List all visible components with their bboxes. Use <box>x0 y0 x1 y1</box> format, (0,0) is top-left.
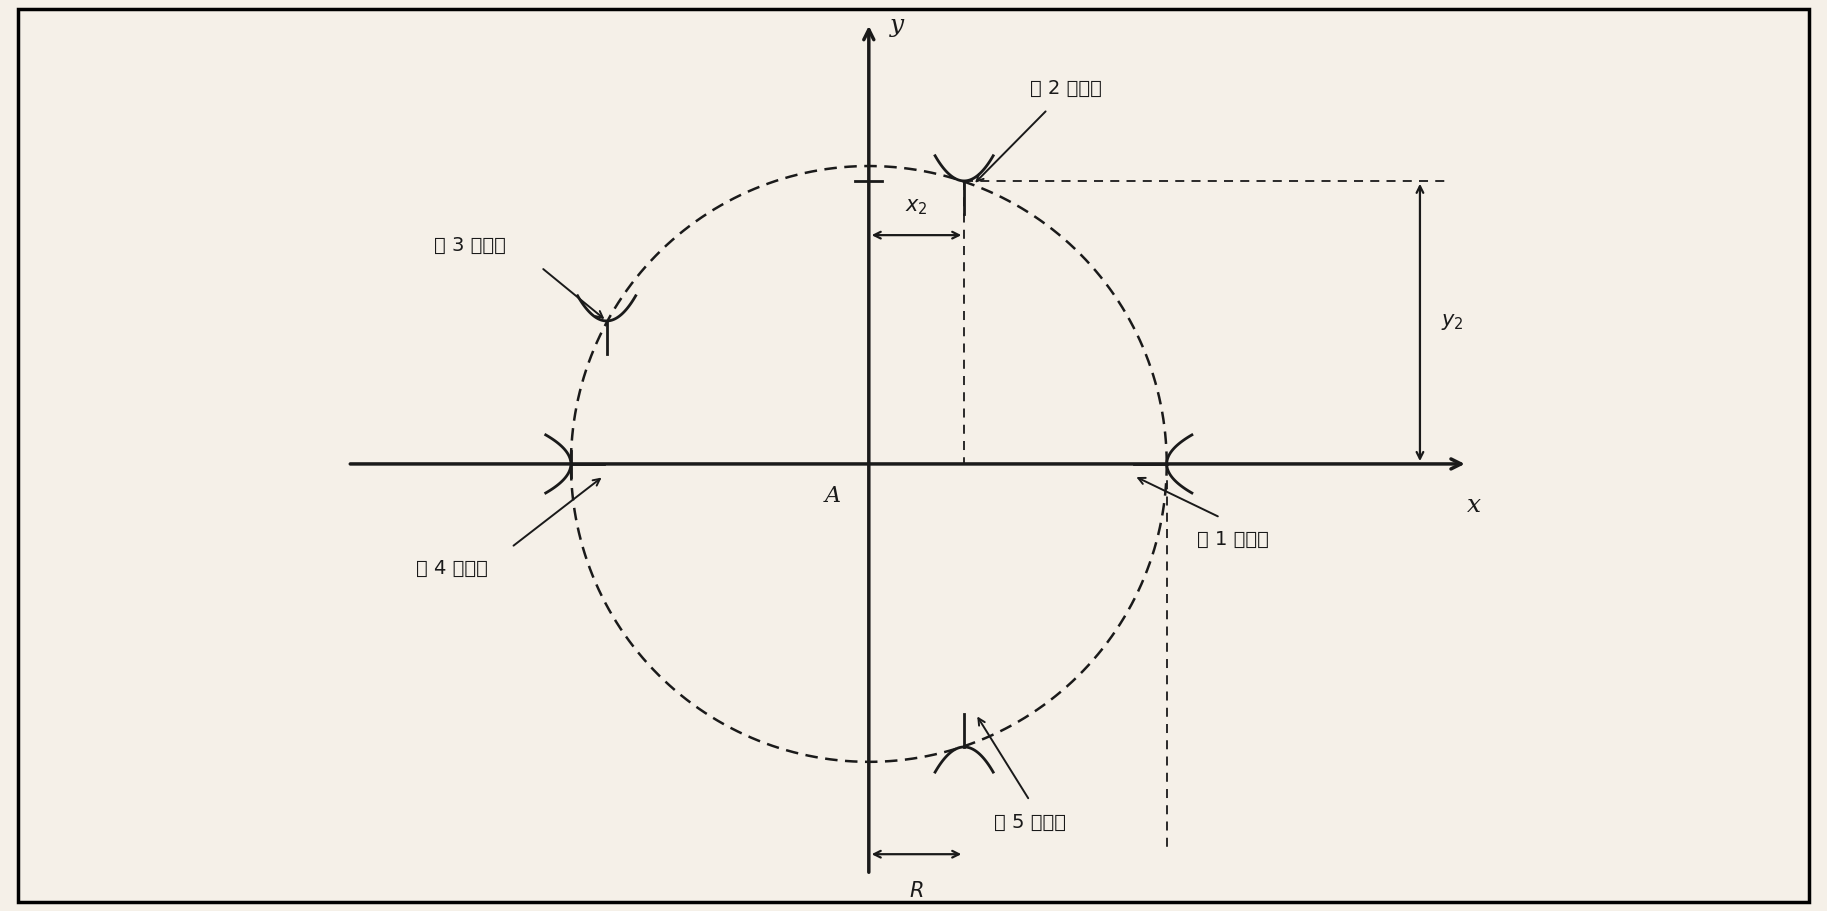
Text: 第 4 传感器: 第 4 传感器 <box>417 559 488 578</box>
Text: y: y <box>890 14 904 37</box>
Text: 第 2 传感器: 第 2 传感器 <box>1030 78 1102 97</box>
Text: 第 3 传感器: 第 3 传感器 <box>433 236 506 255</box>
Text: 第 1 传感器: 第 1 传感器 <box>1197 529 1268 548</box>
Text: $x_2$: $x_2$ <box>904 198 928 217</box>
Text: $y_2$: $y_2$ <box>1442 312 1463 333</box>
Text: x: x <box>1467 494 1480 517</box>
Text: 第 5 传感器: 第 5 传感器 <box>994 813 1065 832</box>
Text: A: A <box>826 485 840 507</box>
Text: $R$: $R$ <box>910 881 924 901</box>
